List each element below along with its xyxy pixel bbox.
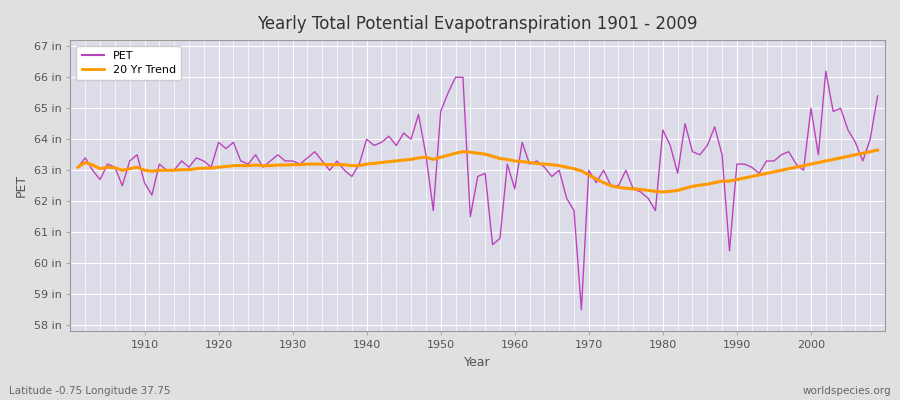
Legend: PET, 20 Yr Trend: PET, 20 Yr Trend [76,46,182,80]
Text: worldspecies.org: worldspecies.org [803,386,891,396]
Text: Latitude -0.75 Longitude 37.75: Latitude -0.75 Longitude 37.75 [9,386,170,396]
Title: Yearly Total Potential Evapotranspiration 1901 - 2009: Yearly Total Potential Evapotranspiratio… [257,15,698,33]
X-axis label: Year: Year [464,356,491,369]
Y-axis label: PET: PET [15,174,28,197]
